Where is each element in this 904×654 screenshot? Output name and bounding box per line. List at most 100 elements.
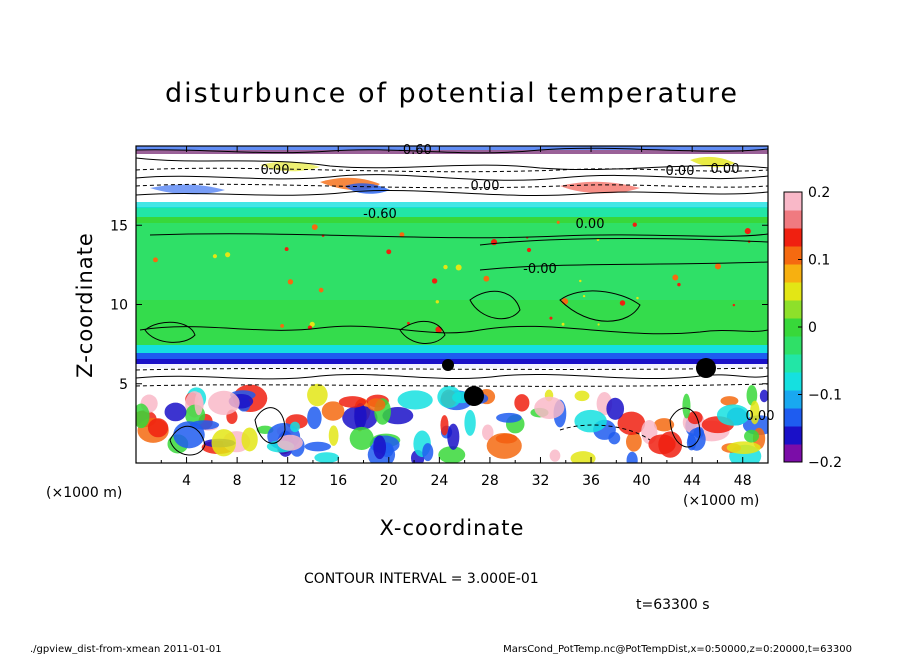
field-blob	[290, 421, 300, 433]
field-blob	[241, 427, 258, 452]
field-speck	[407, 321, 410, 325]
field-speck	[632, 222, 637, 227]
colorbar-swatch	[784, 444, 802, 463]
field-blob	[687, 411, 703, 425]
colorbar-swatch	[784, 192, 802, 211]
field-blob	[440, 415, 449, 436]
field-blob	[397, 390, 433, 410]
field-speck	[549, 316, 553, 320]
y-tick-label: 15	[110, 218, 128, 234]
field-blob	[482, 424, 494, 441]
x-axis-label: X-coordinate	[380, 516, 525, 540]
x-tick-label: 8	[233, 473, 242, 489]
field-blob	[746, 384, 758, 406]
colorbar-swatch	[784, 264, 802, 283]
field-speck	[455, 264, 462, 271]
field-blob	[464, 409, 476, 436]
field-blob	[759, 389, 768, 403]
field-speck	[225, 252, 231, 258]
field-blob	[422, 443, 434, 462]
field-speck	[714, 263, 722, 270]
contour-label: 0.00	[471, 179, 500, 194]
contour-label: 0.00	[711, 162, 740, 177]
field-blob	[338, 396, 367, 408]
colorbar-swatch	[784, 318, 802, 337]
field-blob	[307, 383, 328, 407]
x-tick-label: 36	[582, 473, 600, 489]
colorbar-tick-label: 0.1	[808, 253, 830, 269]
x-tick-label: 40	[633, 473, 651, 489]
field-blob	[367, 398, 386, 412]
field-speck	[483, 275, 490, 282]
field-speck	[597, 323, 600, 326]
field-speck	[435, 300, 439, 304]
field-speck	[582, 294, 586, 298]
field-blob	[648, 434, 676, 455]
x-tick-label: 16	[329, 473, 347, 489]
field-blob	[574, 390, 590, 402]
field-blob	[328, 425, 339, 446]
field-blob	[307, 406, 322, 430]
field-blob	[373, 435, 387, 460]
contour-label: 0.00	[746, 409, 775, 424]
colorbar-tick-label: −0.2	[808, 455, 842, 471]
field-blob	[744, 429, 759, 443]
field-speck	[318, 287, 324, 293]
x-unit-label: (×1000 m)	[683, 493, 759, 509]
field-speck	[309, 321, 315, 327]
field-speck	[619, 300, 626, 306]
x-tick-label: 24	[430, 473, 448, 489]
field-blob	[749, 400, 760, 425]
field-blob	[726, 441, 761, 455]
footer-left: ./gpview_dist-from-xmean 2011-01-01	[30, 644, 222, 654]
x-tick-label: 12	[279, 473, 297, 489]
contour-label: 0.00	[666, 164, 695, 179]
field-speck	[284, 247, 289, 252]
colorbar-tick-label: −0.1	[808, 388, 842, 404]
colorbar-tick-label: 0.2	[808, 185, 830, 201]
x-tick-label: 44	[683, 473, 701, 489]
field-blob	[549, 449, 561, 462]
colorbar-swatch	[784, 354, 802, 373]
field-blob	[514, 394, 530, 412]
field-blob	[173, 421, 205, 449]
field-speck	[443, 264, 448, 270]
time-text: t=63300 s	[636, 597, 710, 613]
field-speck	[526, 247, 532, 253]
contour-interval-text: CONTOUR INTERVAL = 3.000E-01	[304, 571, 539, 587]
field-speck	[311, 224, 318, 231]
field-blob	[653, 418, 675, 432]
field-blob	[574, 409, 607, 433]
colorbar-swatch	[784, 390, 802, 409]
heatmap-field	[136, 146, 768, 463]
x-tick-label: 48	[734, 473, 752, 489]
y-axis-label: Z-coordinate	[73, 232, 97, 378]
contour-label: 0.00	[576, 217, 605, 232]
colorbar-swatch	[784, 408, 802, 427]
field-speck	[280, 324, 284, 328]
field-blob	[486, 432, 522, 459]
y-axis: 5 10 15	[110, 218, 768, 393]
field-speck	[435, 326, 442, 334]
field-speck	[399, 232, 405, 238]
field-blob	[147, 418, 169, 438]
field-speck	[561, 322, 565, 326]
field-speck	[386, 249, 392, 255]
field-blob	[447, 423, 460, 450]
contour-label: -0.00	[523, 262, 557, 277]
colorbar-swatch	[784, 282, 802, 301]
field-blob	[164, 402, 187, 422]
colorbar-tick-label: 0	[808, 320, 817, 336]
contour-label: -0.60	[363, 207, 397, 222]
colorbar-swatch	[784, 246, 802, 265]
colorbar-swatch	[784, 210, 802, 229]
field-blob	[342, 405, 378, 431]
field-blob	[720, 396, 739, 406]
field-speck	[672, 274, 679, 281]
field-blob	[626, 451, 638, 463]
field-blob	[208, 390, 240, 415]
field-speck	[596, 238, 600, 241]
colorbar-swatch	[784, 426, 802, 445]
field-blob	[277, 434, 303, 451]
